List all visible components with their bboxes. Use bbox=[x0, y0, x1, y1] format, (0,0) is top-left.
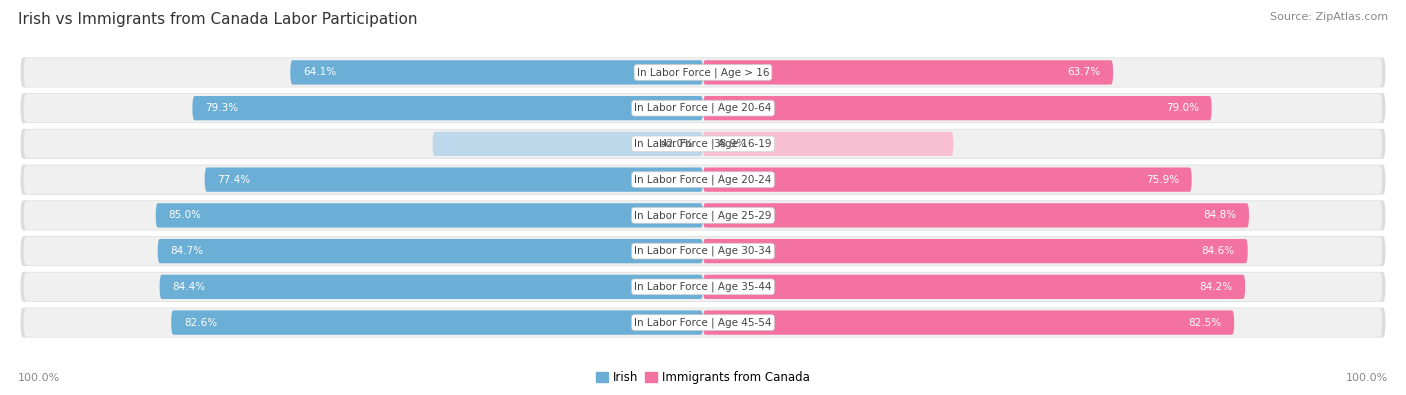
Text: 75.9%: 75.9% bbox=[1146, 175, 1178, 184]
FancyBboxPatch shape bbox=[21, 236, 1385, 266]
Text: 82.6%: 82.6% bbox=[184, 318, 217, 327]
FancyBboxPatch shape bbox=[205, 167, 703, 192]
FancyBboxPatch shape bbox=[24, 201, 1382, 229]
Text: 84.6%: 84.6% bbox=[1202, 246, 1234, 256]
Text: 63.7%: 63.7% bbox=[1067, 68, 1101, 77]
FancyBboxPatch shape bbox=[21, 308, 1385, 338]
FancyBboxPatch shape bbox=[21, 165, 1385, 195]
FancyBboxPatch shape bbox=[21, 93, 1385, 123]
FancyBboxPatch shape bbox=[21, 272, 1385, 302]
Text: Irish vs Immigrants from Canada Labor Participation: Irish vs Immigrants from Canada Labor Pa… bbox=[18, 12, 418, 27]
FancyBboxPatch shape bbox=[703, 96, 1212, 120]
Text: In Labor Force | Age 35-44: In Labor Force | Age 35-44 bbox=[634, 282, 772, 292]
Text: In Labor Force | Age > 16: In Labor Force | Age > 16 bbox=[637, 67, 769, 78]
Text: In Labor Force | Age 25-29: In Labor Force | Age 25-29 bbox=[634, 210, 772, 221]
Text: In Labor Force | Age 16-19: In Labor Force | Age 16-19 bbox=[634, 139, 772, 149]
Text: 82.5%: 82.5% bbox=[1188, 318, 1222, 327]
FancyBboxPatch shape bbox=[21, 57, 1385, 87]
Text: 84.2%: 84.2% bbox=[1199, 282, 1232, 292]
FancyBboxPatch shape bbox=[159, 275, 703, 299]
FancyBboxPatch shape bbox=[157, 239, 703, 263]
FancyBboxPatch shape bbox=[290, 60, 703, 85]
FancyBboxPatch shape bbox=[24, 58, 1382, 87]
Text: 84.8%: 84.8% bbox=[1204, 211, 1236, 220]
Text: 42.0%: 42.0% bbox=[661, 139, 693, 149]
FancyBboxPatch shape bbox=[172, 310, 703, 335]
FancyBboxPatch shape bbox=[703, 132, 953, 156]
FancyBboxPatch shape bbox=[24, 130, 1382, 158]
FancyBboxPatch shape bbox=[703, 167, 1192, 192]
Text: 100.0%: 100.0% bbox=[1346, 373, 1388, 383]
Text: 64.1%: 64.1% bbox=[304, 68, 336, 77]
Text: In Labor Force | Age 20-24: In Labor Force | Age 20-24 bbox=[634, 174, 772, 185]
FancyBboxPatch shape bbox=[703, 310, 1234, 335]
FancyBboxPatch shape bbox=[21, 200, 1385, 230]
FancyBboxPatch shape bbox=[703, 203, 1249, 228]
Text: In Labor Force | Age 30-34: In Labor Force | Age 30-34 bbox=[634, 246, 772, 256]
Text: 79.3%: 79.3% bbox=[205, 103, 239, 113]
FancyBboxPatch shape bbox=[24, 94, 1382, 122]
Legend: Irish, Immigrants from Canada: Irish, Immigrants from Canada bbox=[592, 367, 814, 389]
FancyBboxPatch shape bbox=[156, 203, 703, 228]
Text: 85.0%: 85.0% bbox=[169, 211, 201, 220]
FancyBboxPatch shape bbox=[703, 60, 1114, 85]
Text: In Labor Force | Age 45-54: In Labor Force | Age 45-54 bbox=[634, 317, 772, 328]
FancyBboxPatch shape bbox=[24, 237, 1382, 265]
FancyBboxPatch shape bbox=[21, 129, 1385, 159]
FancyBboxPatch shape bbox=[703, 275, 1246, 299]
FancyBboxPatch shape bbox=[24, 166, 1382, 194]
FancyBboxPatch shape bbox=[703, 239, 1247, 263]
FancyBboxPatch shape bbox=[193, 96, 703, 120]
Text: In Labor Force | Age 20-64: In Labor Force | Age 20-64 bbox=[634, 103, 772, 113]
FancyBboxPatch shape bbox=[24, 308, 1382, 337]
Text: 84.4%: 84.4% bbox=[173, 282, 205, 292]
FancyBboxPatch shape bbox=[24, 273, 1382, 301]
Text: 84.7%: 84.7% bbox=[170, 246, 204, 256]
Text: Source: ZipAtlas.com: Source: ZipAtlas.com bbox=[1270, 12, 1388, 22]
Text: 38.9%: 38.9% bbox=[713, 139, 745, 149]
Text: 100.0%: 100.0% bbox=[18, 373, 60, 383]
Text: 77.4%: 77.4% bbox=[218, 175, 250, 184]
Text: 79.0%: 79.0% bbox=[1166, 103, 1199, 113]
FancyBboxPatch shape bbox=[433, 132, 703, 156]
